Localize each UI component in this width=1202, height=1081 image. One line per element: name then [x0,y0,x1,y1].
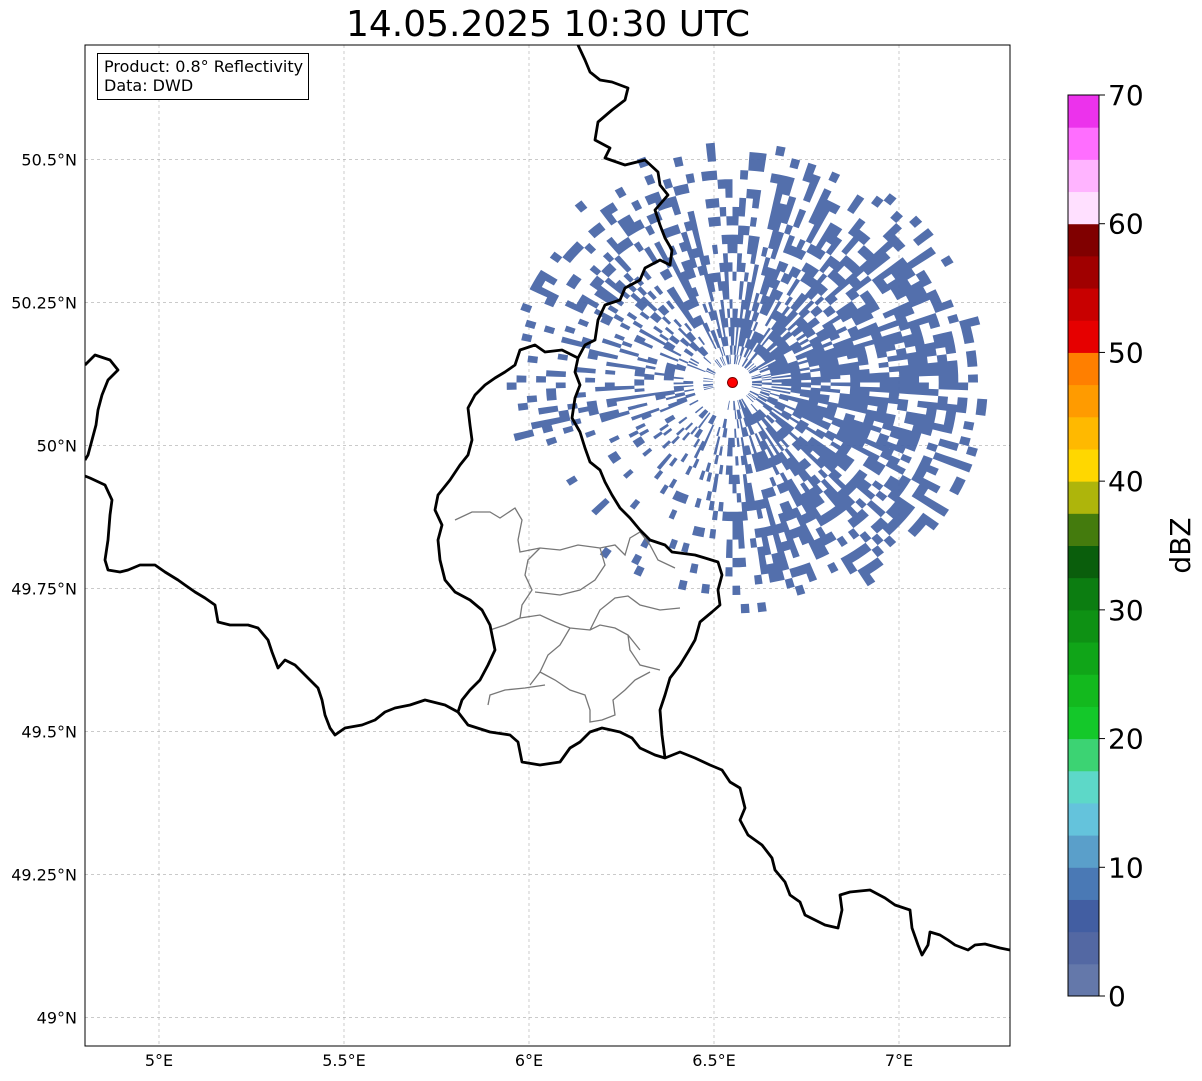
colorbar-segment [1068,320,1099,353]
colorbar-segment [1068,448,1099,482]
colorbar-tick-label: 20 [1108,723,1144,756]
colorbar-tick-label: 50 [1108,336,1144,369]
colorbar-segment [1068,255,1099,289]
lon-tick-label: 7°E [885,1051,913,1070]
lon-tick-label: 5.5°E [322,1051,366,1070]
lat-tick-label: 49°N [37,1008,77,1027]
lat-tick-label: 49.25°N [11,865,77,884]
lat-tick-label: 49.75°N [11,579,77,598]
colorbar-tick-label: 60 [1108,208,1144,241]
colorbar-tick-label: 10 [1108,851,1144,884]
colorbar-label: dBZ [1164,517,1197,573]
colorbar-segment [1068,513,1099,546]
colorbar-frame [1067,94,1100,997]
colorbar-segment [1068,416,1099,450]
radar-site-marker[interactable] [727,376,738,388]
colorbar-segment [1068,577,1099,611]
map-frame [84,44,1011,1047]
border-belgium-luxembourg [433,343,579,713]
border-netherlands-belgium [85,353,120,461]
colorbar-tick-label: 40 [1108,465,1144,498]
colorbar-segment [1068,191,1099,225]
canton-boundaries [454,507,681,723]
lat-tick-label: 50.5°N [21,150,77,169]
colorbar-segment [1068,963,1099,997]
border-luxembourg-france-germany [456,711,1010,957]
colorbar-segment [1068,352,1099,386]
colorbar-segment [1068,545,1099,579]
colorbar-segment [1068,642,1099,675]
lon-tick-label: 5°E [145,1051,173,1070]
border-belgium-france [85,474,459,737]
country-borders [85,45,1010,957]
lat-tick-label: 50°N [37,436,77,455]
gridlines [85,45,1010,1046]
colorbar-segment [1068,288,1099,321]
colorbar-segment [1068,899,1099,933]
colorbar-segment [1068,95,1099,128]
colorbar-segment [1068,835,1099,868]
colorbar-segment [1068,384,1099,418]
colorbar: 0 10 20 30 40 50 60 70 dBZ [1067,79,1197,1013]
colorbar-segment [1068,481,1099,514]
axis-ticks: 5°E 5.5°E 6°E 6.5°E 7°E 50.5°N 50.25°N 50°N 49.7… [11,150,913,1070]
colorbar-segment [1068,674,1099,707]
colorbar-segment [1068,159,1099,193]
colorbar-segment [1068,802,1099,836]
colorbar-segment [1068,867,1099,900]
echo-field [506,142,988,614]
map-title: 14.05.2025 10:30 UTC [345,4,751,45]
map-background [85,45,1010,1046]
map-area[interactable] [84,44,1011,1047]
colorbar-tick-label: 70 [1108,79,1144,112]
colorbar-segment [1068,931,1099,965]
border-belgium-germany [570,45,724,759]
colorbar-tick-label: 30 [1108,594,1144,627]
colorbar-segment [1068,127,1099,160]
lat-tick-label: 50.25°N [11,293,77,312]
data-source-label: Data: DWD [104,76,194,95]
lon-tick-label: 6°E [515,1051,543,1070]
lon-tick-label: 6.5°E [692,1051,736,1070]
colorbar-segment [1068,223,1099,257]
product-label: Product: 0.8° Reflectivity [104,57,304,76]
colorbar-segment [1068,609,1099,643]
product-info-box: Product: 0.8° Reflectivity Data: DWD [97,53,310,100]
colorbar-segment [1068,738,1099,772]
colorbar-segment [1068,706,1099,740]
colorbar-segment [1068,770,1099,804]
radar-echoes [506,142,988,614]
colorbar-tick-label: 0 [1108,980,1126,1013]
lat-tick-label: 49.5°N [21,722,77,741]
